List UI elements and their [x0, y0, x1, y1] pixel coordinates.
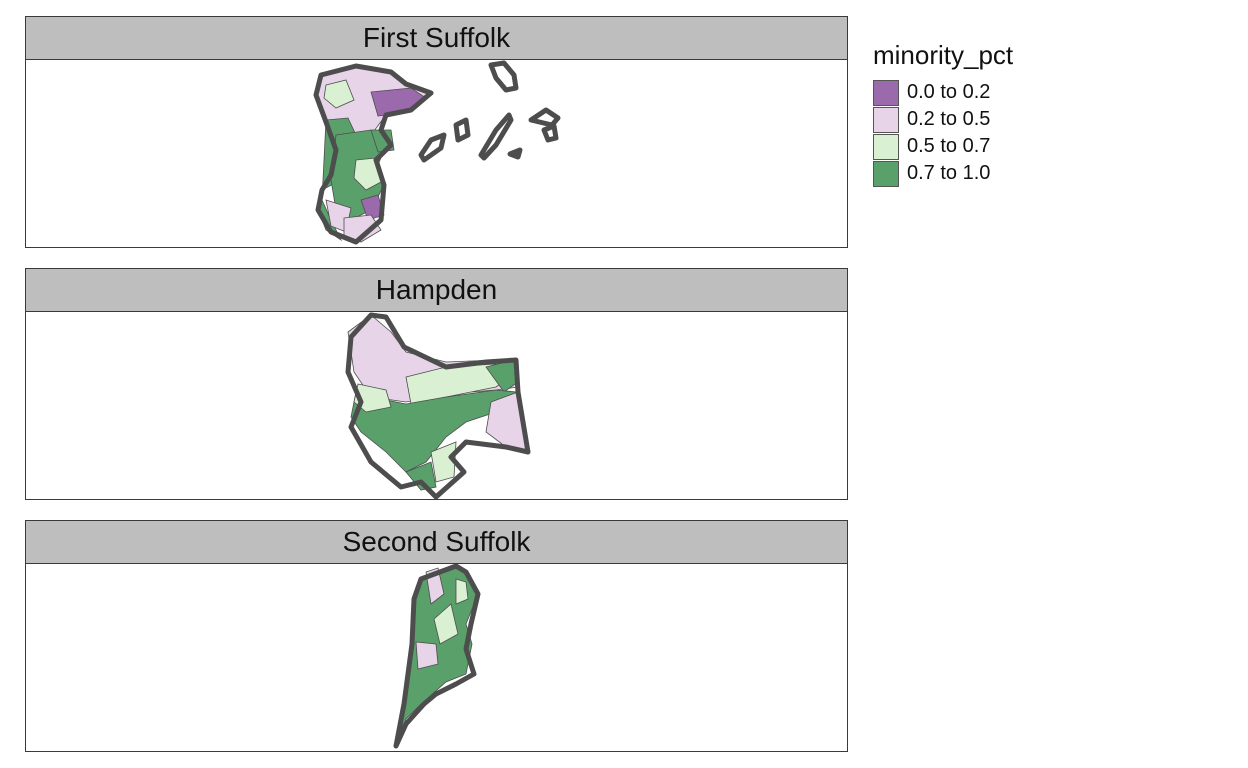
legend-label: 0.0 to 0.2	[907, 81, 991, 103]
tract	[433, 603, 459, 645]
legend-label: 0.5 to 0.7	[907, 135, 991, 157]
map-frame	[25, 564, 848, 752]
tract	[353, 157, 382, 191]
tract	[350, 389, 517, 473]
island	[453, 117, 471, 143]
tract	[360, 194, 385, 221]
legend-swatch	[873, 160, 899, 187]
legend-label: 0.7 to 1.0	[907, 162, 991, 184]
tract	[323, 79, 355, 109]
map-frame	[25, 312, 848, 500]
tract	[353, 383, 392, 413]
facet-panel-second-suffolk: Second Suffolk	[25, 520, 848, 752]
legend-swatch	[873, 79, 899, 106]
legend: minority_pct 0.0 to 0.2 0.2 to 0.5 0.5 t…	[873, 40, 1013, 187]
island	[541, 123, 559, 143]
legend-item: 0.2 to 0.5	[873, 106, 1013, 133]
legend-title: minority_pct	[873, 40, 1014, 70]
hampden-map	[345, 312, 531, 499]
district-boundary	[313, 63, 434, 245]
tract	[415, 641, 439, 670]
first-suffolk-map	[313, 60, 561, 245]
legend-item: 0.7 to 1.0	[873, 160, 1013, 187]
facet-strip-title: First Suffolk	[25, 16, 848, 60]
island	[528, 107, 561, 128]
facet-panel-hampden: Hampden	[25, 268, 848, 500]
facet-panel-first-suffolk: First Suffolk	[25, 16, 848, 248]
island	[507, 147, 523, 160]
district-boundary	[345, 312, 531, 499]
district-boundary	[393, 564, 481, 749]
facet-strip-title: Second Suffolk	[25, 520, 848, 564]
harbor-islands	[418, 60, 561, 163]
legend-label: 0.2 to 0.5	[907, 108, 991, 130]
legend-swatch	[873, 133, 899, 160]
district-tracts	[347, 314, 529, 491]
tract	[430, 441, 457, 483]
second-suffolk-map	[393, 564, 481, 749]
tract	[455, 578, 469, 605]
map-frame	[25, 60, 848, 248]
legend-item: 0.5 to 0.7	[873, 133, 1013, 160]
legend-swatch	[873, 106, 899, 133]
legend-item: 0.0 to 0.2	[873, 79, 1013, 106]
facet-strip-title: Hampden	[25, 268, 848, 312]
island	[418, 132, 447, 163]
island	[478, 112, 514, 161]
tract	[343, 214, 382, 243]
island	[488, 60, 519, 93]
